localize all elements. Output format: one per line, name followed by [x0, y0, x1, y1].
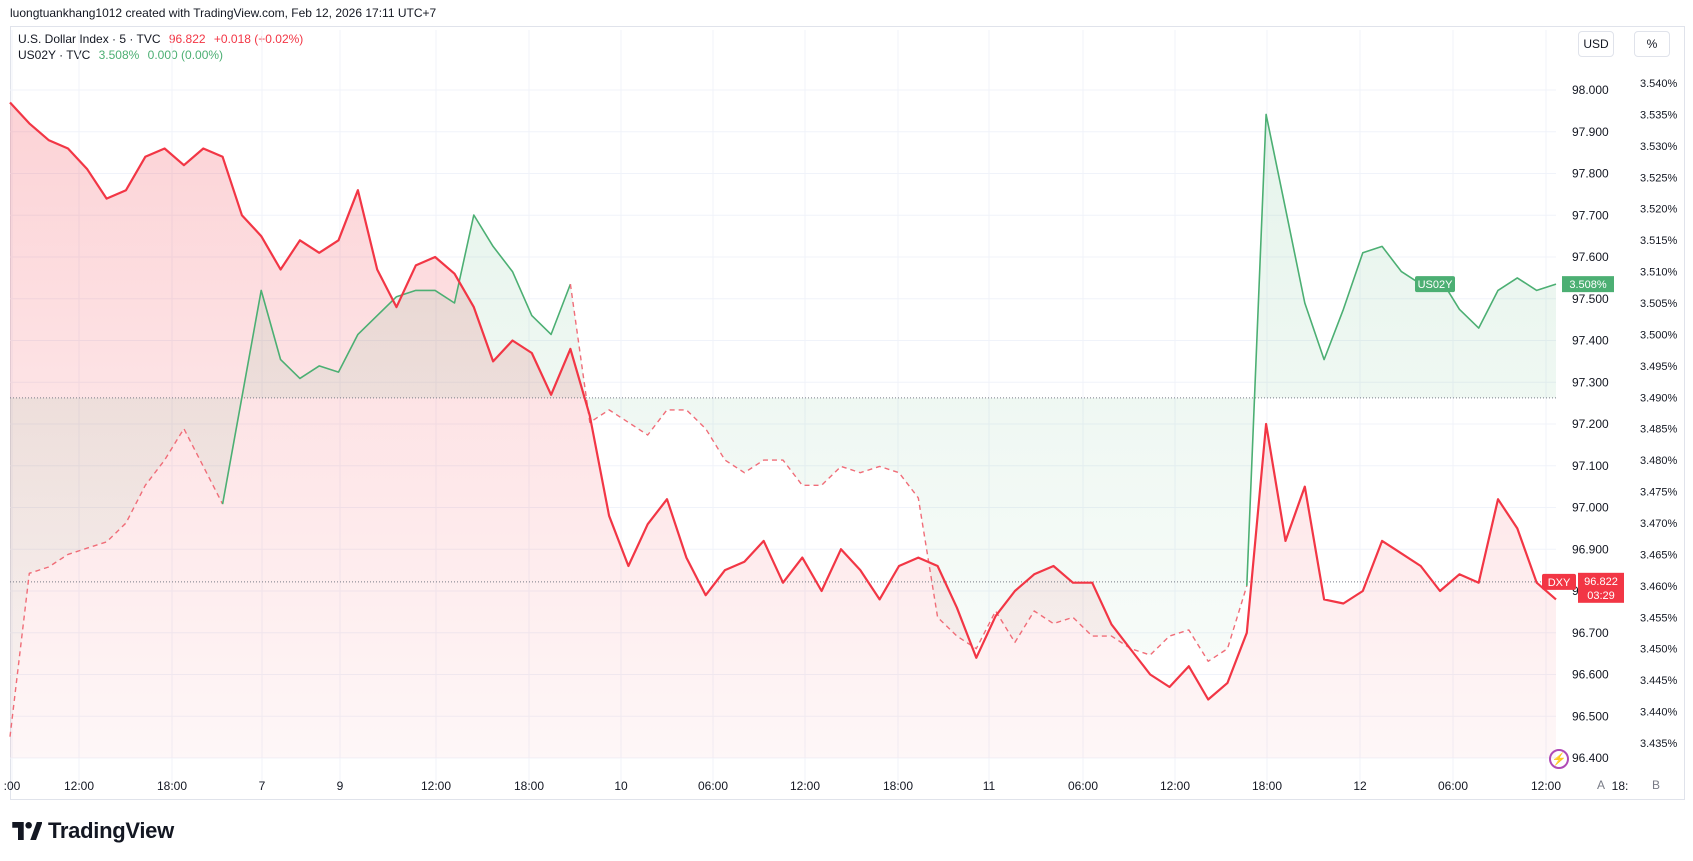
legend-dxy-symbol: U.S. Dollar Index · 5 · TVC — [18, 32, 161, 46]
y-tick-label-dxy: 96.700 — [1572, 626, 1609, 640]
currency-button[interactable]: USD — [1578, 31, 1614, 57]
y-tick-label-dxy: 96.600 — [1572, 668, 1609, 682]
y-tick-label-us02y: 3.470% — [1640, 518, 1678, 530]
us02y-name-tag-text: US02Y — [1418, 279, 1454, 291]
x-tick-label: 18:00 — [157, 779, 187, 793]
us02y-line — [9, 428, 224, 737]
percent-button[interactable]: % — [1634, 31, 1670, 57]
legend-us02y-symbol: US02Y · TVC — [18, 48, 91, 62]
x-tick-label: 12:00 — [1160, 779, 1190, 793]
dxy-name-tag-text: DXY — [1548, 577, 1571, 589]
us02y-name-tag — [1415, 276, 1455, 293]
x-tick-label: 06:00 — [698, 779, 728, 793]
y-tick-label-us02y: 3.495% — [1640, 361, 1678, 373]
y-tick-label-dxy: 97.300 — [1572, 375, 1609, 389]
x-tick-label: 18:00 — [1252, 779, 1282, 793]
y-tick-label-dxy: 97.400 — [1572, 334, 1609, 348]
x-tick-label: 18: — [1612, 779, 1629, 793]
dxy-area-fill — [10, 102, 1556, 758]
y-tick-label-us02y: 3.525% — [1640, 172, 1678, 184]
x-tick-label: 12:00 — [64, 779, 94, 793]
y-tick-label-us02y: 3.475% — [1640, 487, 1678, 499]
x-tick-label: 06:00 — [1068, 779, 1098, 793]
y-tick-label-us02y: 3.465% — [1640, 549, 1678, 561]
y-tick-label-dxy: 97.700 — [1572, 208, 1609, 222]
y-tick-label-us02y: 3.490% — [1640, 392, 1678, 404]
y-tick-label-us02y: 3.435% — [1640, 738, 1678, 750]
y-tick-label-dxy: 97.500 — [1572, 292, 1609, 306]
legend-us02y-price: 3.508% — [98, 48, 140, 62]
y-tick-label-dxy: 97.200 — [1572, 417, 1609, 431]
y-tick-label-dxy: 96.400 — [1572, 751, 1609, 765]
dxy-price-tag-text: 96.822 — [1584, 576, 1618, 588]
y-tick-label-us02y: 3.480% — [1640, 455, 1678, 467]
x-tick-label: 12:00 — [790, 779, 820, 793]
y-tick-label-dxy: 97.600 — [1572, 250, 1609, 264]
y-tick-label-us02y: 3.450% — [1640, 644, 1678, 656]
us02y-line — [221, 214, 572, 505]
y-tick-label-us02y: 3.500% — [1640, 329, 1678, 341]
legend-dxy-price: 96.822 — [168, 32, 206, 46]
y-tick-label-dxy: 98.000 — [1572, 83, 1609, 97]
y-tick-label-us02y: 3.535% — [1640, 109, 1678, 121]
y-tick-label-us02y: 3.505% — [1640, 298, 1678, 310]
tradingview-logo-text: TradingView — [48, 818, 174, 843]
us02y-line — [1246, 113, 1557, 586]
x-tick-label: 12:00 — [1531, 779, 1561, 793]
dxy-name-tag — [1542, 573, 1576, 590]
legend-dxy[interactable]: U.S. Dollar Index · 5 · TVC 96.822 +0.01… — [18, 32, 308, 46]
auto-scale-button[interactable]: A — [1596, 778, 1605, 792]
y-tick-label-dxy: 96.500 — [1572, 709, 1609, 723]
x-tick-label: 11 — [983, 779, 996, 793]
y-tick-label-us02y: 3.530% — [1640, 141, 1678, 153]
tradingview-mark-icon — [12, 822, 42, 840]
lightning-icon[interactable]: ⚡ — [1549, 749, 1569, 769]
y-tick-label-us02y: 3.540% — [1640, 78, 1678, 90]
us02y-price-tag-text: 3.508% — [1569, 279, 1607, 291]
tradingview-logo[interactable]: TradingView — [12, 818, 174, 844]
y-tick-label-dxy: 97.900 — [1572, 125, 1609, 139]
y-tick-label-us02y: 3.440% — [1640, 707, 1678, 719]
dxy-countdown-text: 03:29 — [1587, 590, 1615, 602]
y-tick-label-us02y: 3.520% — [1640, 204, 1678, 216]
y-tick-label-dxy: 97.100 — [1572, 459, 1609, 473]
y-tick-label-dxy: 96.900 — [1572, 542, 1609, 556]
us02y-area-fill — [10, 114, 1556, 737]
us02y-line — [569, 284, 1248, 662]
header-caption: luongtuankhang1012 created with TradingV… — [10, 6, 437, 20]
y-tick-label-us02y: 3.455% — [1640, 612, 1678, 624]
x-tick-label: 12:00 — [421, 779, 451, 793]
x-tick-label: 18:00 — [514, 779, 544, 793]
x-tick-label: 9 — [337, 779, 344, 793]
x-tick-label: :00 — [4, 779, 21, 793]
legend-us02y-change: 0.000 (0.00%) — [147, 48, 224, 62]
y-tick-label-us02y: 3.485% — [1640, 424, 1678, 436]
x-tick-label: 06:00 — [1438, 779, 1468, 793]
dxy-price-tag — [1578, 572, 1624, 603]
y-tick-label-us02y: 3.510% — [1640, 267, 1678, 279]
y-tick-label-dxy: 97.800 — [1572, 167, 1609, 181]
legend-us02y[interactable]: US02Y · TVC 3.508% 0.000 (0.00%) — [18, 48, 228, 62]
x-tick-label: 18:00 — [883, 779, 913, 793]
x-tick-label: 10 — [614, 779, 628, 793]
y-tick-label-dxy: 97.000 — [1572, 501, 1609, 515]
us02y-price-tag — [1562, 276, 1614, 293]
y-tick-label-us02y: 3.515% — [1640, 235, 1678, 247]
y-tick-label-us02y: 3.445% — [1640, 675, 1678, 687]
dxy-line — [9, 101, 1557, 701]
log-scale-button[interactable]: B — [1651, 778, 1660, 792]
x-tick-label: 12 — [1353, 779, 1367, 793]
y-tick-label-us02y: 3.460% — [1640, 581, 1678, 593]
x-tick-label: 7 — [259, 779, 266, 793]
legend-dxy-change: +0.018 (+0.02%) — [213, 32, 304, 46]
